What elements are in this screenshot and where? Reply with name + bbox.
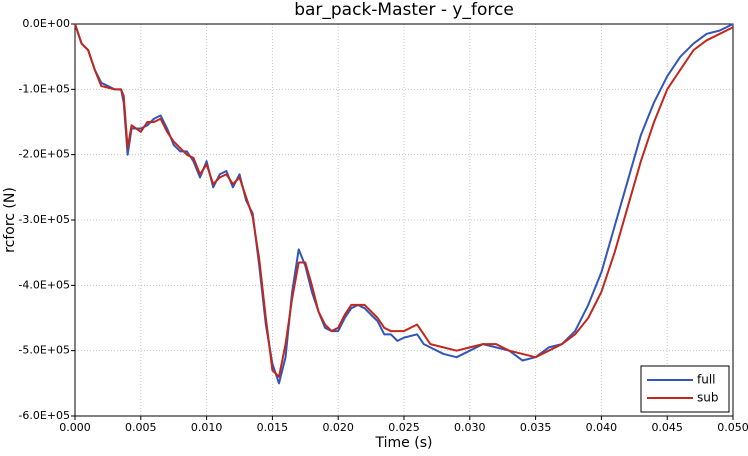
x-axis-label: Time (s) <box>375 435 433 451</box>
legend-label: full <box>697 373 716 387</box>
x-tick-label: 0.000 <box>59 421 91 434</box>
y-tick-label: -3.0E+05 <box>18 213 70 226</box>
x-tick-label: 0.020 <box>322 421 354 434</box>
x-tick-label: 0.030 <box>454 421 486 434</box>
legend-box <box>640 365 730 413</box>
x-tick-label: 0.045 <box>651 421 683 434</box>
chart-title: bar_pack-Master - y_force <box>294 0 514 20</box>
x-tick-label: 0.005 <box>125 421 157 434</box>
y-tick-label: -6.0E+05 <box>18 409 70 422</box>
legend-label: sub <box>697 391 718 405</box>
x-tick-label: 0.025 <box>388 421 420 434</box>
y-tick-label: -4.0E+05 <box>18 278 70 291</box>
y-tick-label: -1.0E+05 <box>18 82 70 95</box>
plot-frame <box>74 23 734 417</box>
legend: full sub <box>640 365 730 413</box>
x-tick-label: 0.035 <box>520 421 552 434</box>
x-tick-label: 0.050 <box>717 421 748 434</box>
line-series <box>74 23 734 378</box>
line-series <box>74 23 734 385</box>
x-tick-label: 0.010 <box>191 421 223 434</box>
y-axis-label: rcforc (N) <box>2 187 18 253</box>
x-tick-label: 0.015 <box>257 421 289 434</box>
x-tick-label: 0.040 <box>586 421 618 434</box>
y-tick-label: -2.0E+05 <box>18 148 70 161</box>
y-tick-label: 0.0E+00 <box>22 17 70 30</box>
y-tick-label: -5.0E+05 <box>18 344 70 357</box>
